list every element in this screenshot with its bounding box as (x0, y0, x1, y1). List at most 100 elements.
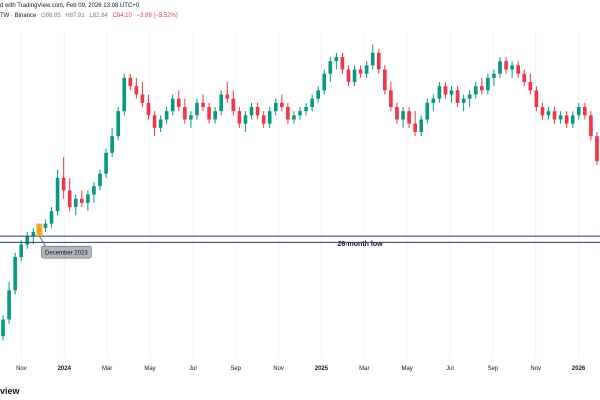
candle-body (510, 65, 514, 70)
candle-body (49, 211, 54, 224)
x-tick-label: Nov (16, 366, 27, 372)
candle-body (407, 111, 411, 124)
candle-body (431, 98, 436, 103)
candle-body (364, 65, 369, 74)
candle-body (201, 102, 205, 107)
candle-body (516, 65, 520, 74)
candle-body (534, 90, 539, 107)
candle-body (55, 177, 60, 212)
level-label: 26-month low (337, 241, 383, 248)
candle-body (98, 173, 102, 187)
candle-body (492, 73, 496, 78)
candle-body (498, 61, 502, 74)
candle-body (292, 115, 296, 120)
candle-body (480, 86, 484, 91)
candle-body (61, 177, 66, 191)
candle-body (304, 107, 308, 112)
candle-body (395, 107, 399, 120)
candle-body (116, 111, 120, 137)
candle-body (255, 107, 260, 116)
candle-body (340, 57, 345, 70)
candle-body (467, 94, 472, 99)
x-tick-label: Mar (359, 366, 369, 372)
brand-footer: view (0, 382, 600, 400)
candle-body (213, 111, 217, 120)
candle-body (261, 115, 266, 124)
candle-body (328, 61, 333, 74)
candle-body (152, 115, 157, 128)
candle-body (298, 111, 302, 116)
x-tick-label: Nov (273, 366, 284, 372)
candle-body (73, 198, 78, 207)
candle-body (322, 73, 327, 91)
x-tick-label: Jul (189, 366, 197, 372)
callout-pointer (38, 235, 46, 247)
candle-body (376, 52, 381, 70)
candle-body (134, 86, 139, 95)
x-tick-label: May (144, 366, 155, 372)
candle-body (140, 94, 145, 103)
low-value: L82.84 (89, 13, 108, 19)
candle-body (419, 119, 424, 132)
close-value: C84.10 (112, 13, 132, 19)
symbol-label: TW · Binance (0, 13, 37, 19)
candle-body (528, 82, 533, 91)
candle-body (146, 102, 151, 116)
x-tick-label: Sep (488, 366, 499, 372)
candle-body (522, 73, 527, 82)
candle-body (92, 186, 96, 195)
candle-body (540, 107, 545, 116)
candle-body (546, 111, 551, 116)
candle-body (164, 111, 169, 120)
candle-body (576, 107, 581, 116)
ohlc-legend: TW · Binance O86.85 H87.91 L82.84 C84.10… (0, 11, 181, 21)
candle-body (473, 86, 478, 95)
candle-body (31, 232, 36, 237)
candle-body (389, 90, 393, 107)
candle-body (552, 111, 557, 120)
x-tick-label: 2025 (315, 366, 329, 372)
candle-body (346, 69, 351, 82)
candle-body (7, 290, 11, 320)
candle-body (273, 102, 278, 112)
callout-box (41, 245, 92, 259)
candle-body (352, 69, 357, 82)
candle-body (183, 107, 187, 120)
candle-body (86, 194, 90, 203)
candle-body (564, 115, 569, 124)
x-tick-label: 2024 (58, 366, 72, 372)
candle-body (570, 115, 575, 124)
candle-body (158, 119, 163, 128)
candle-body (1, 319, 5, 337)
candle-body (122, 77, 127, 112)
x-tick-label: 2026 (572, 366, 586, 372)
candle-body (67, 190, 72, 207)
candle-body (243, 115, 248, 124)
candle-body (401, 111, 405, 120)
candle-body (280, 102, 284, 107)
published-note: d with TradingView.com, Feb 09, 2026 13:… (0, 3, 140, 9)
candle-body (19, 244, 24, 257)
candle-body (486, 77, 490, 91)
candle-body (176, 98, 181, 107)
x-tick-label: Sep (230, 366, 241, 372)
candle-body (219, 94, 224, 112)
candle-body (110, 136, 114, 153)
candle-body (358, 69, 363, 74)
candle-body (286, 107, 290, 120)
candle-body (589, 115, 593, 137)
candle-body (425, 102, 430, 120)
candle-body (504, 61, 508, 70)
high-value: H87.91 (65, 13, 85, 19)
change-value: −3.89 (−5.52%) (136, 13, 178, 19)
candle-body (249, 107, 254, 116)
candle-body (370, 52, 375, 66)
callout-label: December 2023 (45, 251, 88, 257)
candle-body (189, 115, 193, 120)
candle-body (128, 77, 133, 87)
marker-highlight (36, 223, 43, 237)
brand-text: view (0, 386, 20, 396)
candle-body (207, 107, 211, 120)
candle-body (583, 107, 587, 116)
candle-body (80, 198, 84, 203)
